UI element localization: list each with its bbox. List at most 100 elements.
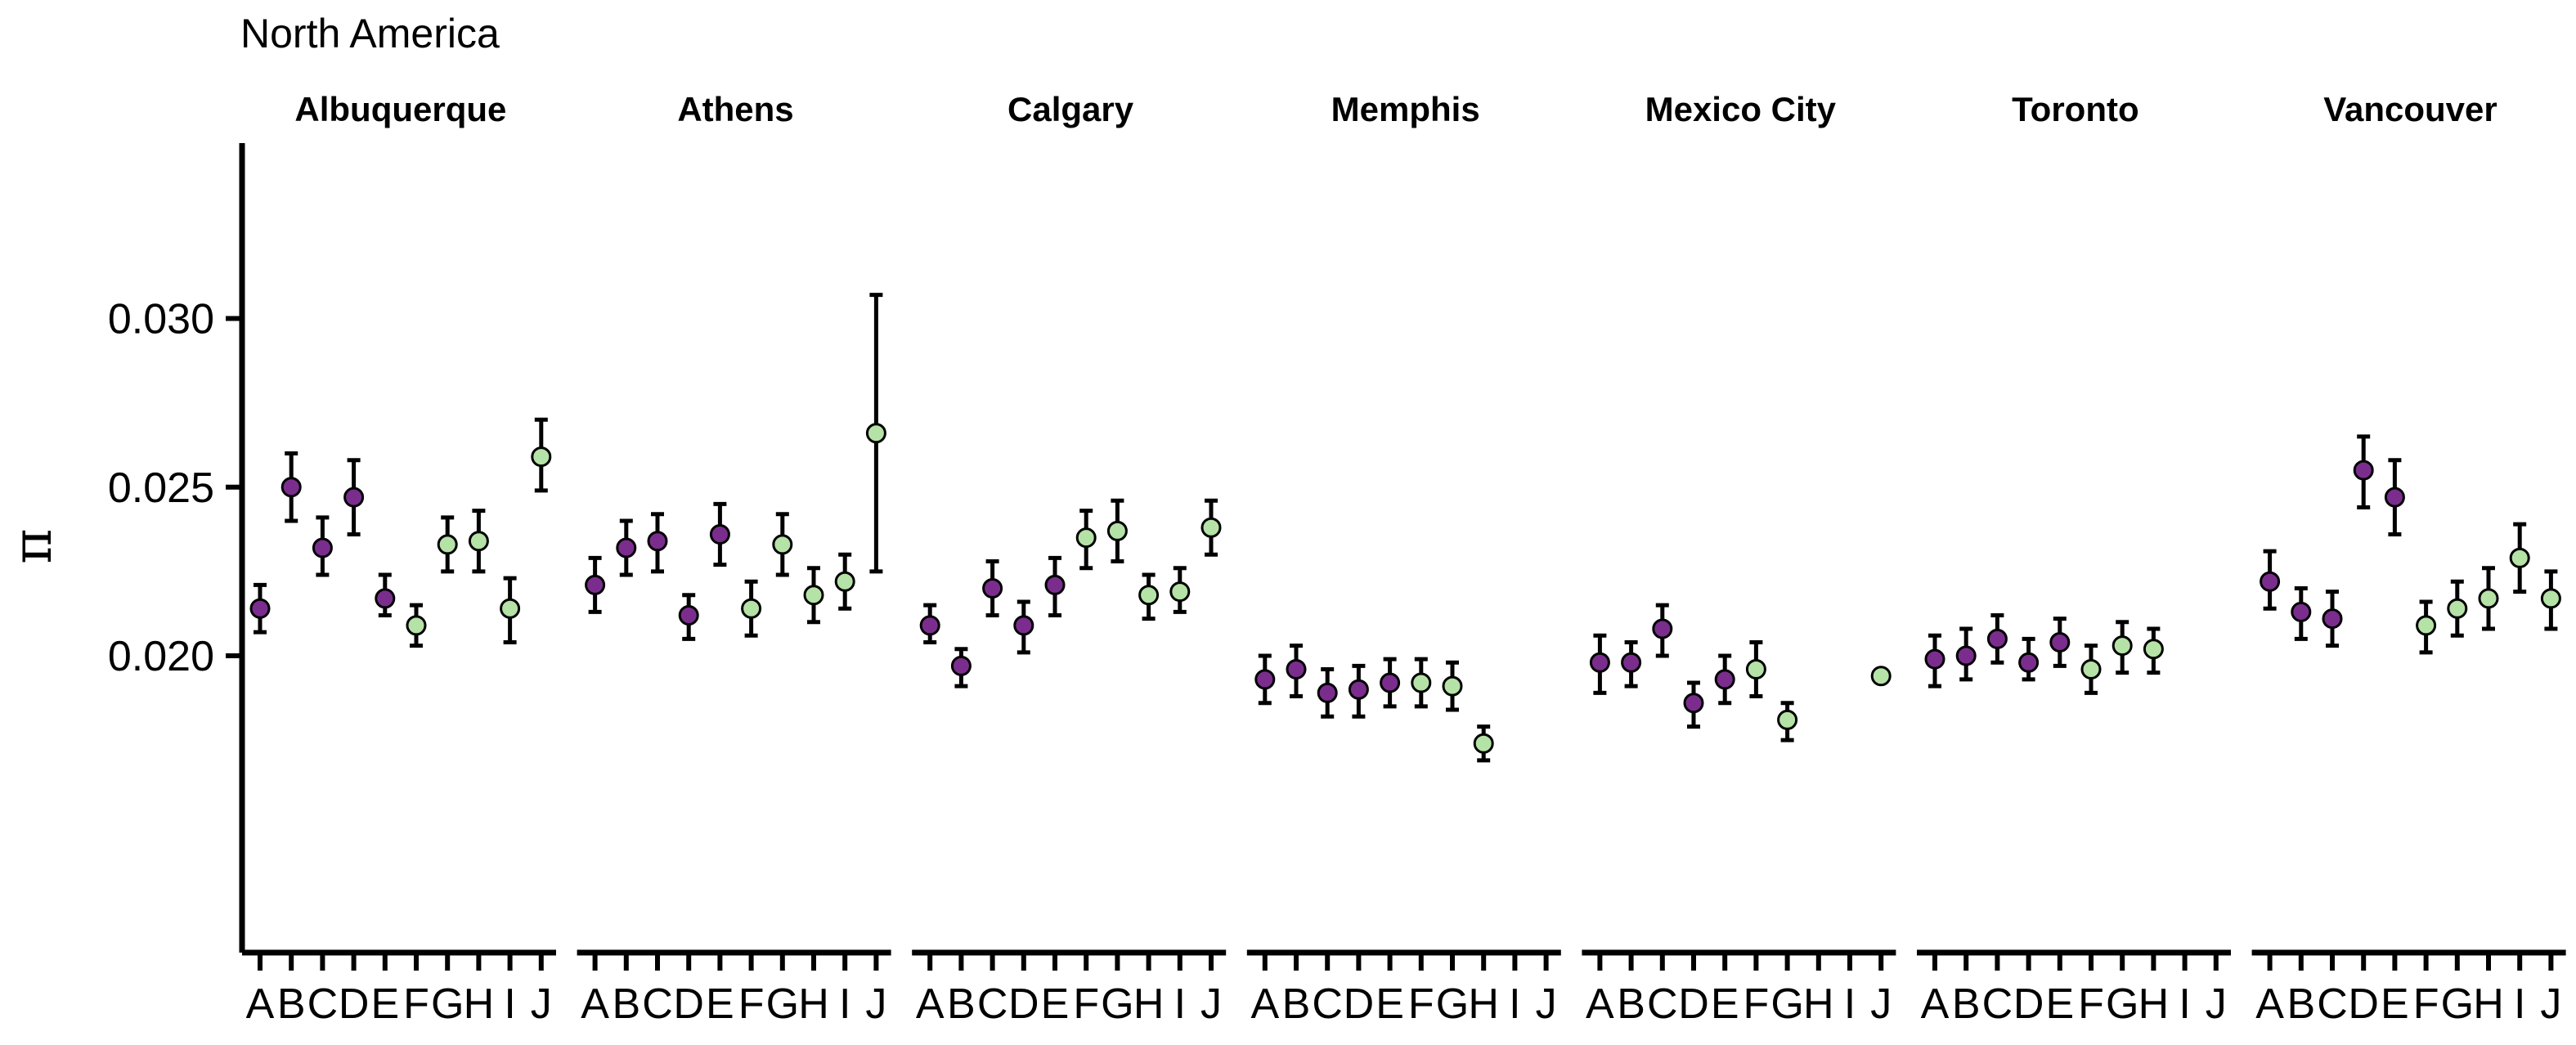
panel-toronto: Toronto A B C D E F G H I J [1917, 90, 2231, 1028]
y-axis: 0.020 0.025 0.030 [108, 143, 245, 953]
x-tick-label: B [1952, 980, 1981, 1028]
data-point [741, 598, 762, 619]
x-tick-label: H [2138, 980, 2170, 1028]
data-point [2509, 547, 2530, 568]
data-point [616, 537, 637, 558]
x-tick-label: I [504, 980, 515, 1028]
x-tick-label: G [2106, 980, 2138, 1028]
x-tick-label: C [1647, 980, 1678, 1028]
x-tick-label: F [403, 980, 429, 1028]
x-tick-label: E [2045, 980, 2074, 1028]
x-tick-label: H [464, 980, 495, 1028]
panel-calgary: Calgary A B C D E F G H I J [912, 90, 1227, 1028]
data-point [1955, 645, 1977, 666]
data-point [2322, 608, 2343, 630]
data-point [950, 655, 972, 676]
data-point [982, 578, 1003, 599]
x-tick-label: J [2540, 980, 2561, 1028]
data-point [772, 534, 793, 555]
x-tick-label: H [2473, 980, 2504, 1028]
x-tick-label: E [370, 980, 399, 1028]
x-tick-label: C [307, 980, 339, 1028]
x-tick-label: B [1282, 980, 1311, 1028]
panel-athens: Athens A B C D E F G H I J [577, 90, 891, 1028]
x-tick-label: E [1376, 980, 1404, 1028]
x-tick-label: I [1509, 980, 1520, 1028]
x-tick-label: G [766, 980, 799, 1028]
data-point [2416, 615, 2437, 636]
data-point [1286, 659, 1307, 679]
data-point [919, 615, 940, 636]
x-tick-label: I [2514, 980, 2525, 1028]
data-point [1254, 669, 1276, 690]
x-tick-label: J [1200, 980, 1222, 1028]
y-tick-label: 0.025 [108, 464, 214, 512]
data-point [2384, 487, 2405, 508]
panel-title: Mexico City [1645, 90, 1837, 128]
x-tick-label: I [1844, 980, 1856, 1028]
data-point [1589, 652, 1610, 673]
x-tick-label: J [531, 980, 552, 1028]
x-tick-label: I [839, 980, 850, 1028]
data-point [2049, 632, 2071, 653]
x-tick-label: H [798, 980, 829, 1028]
data-point [1777, 709, 1798, 730]
x-tick-label: I [2179, 980, 2190, 1028]
y-tick-label: 0.020 [108, 633, 214, 680]
x-tick-label: A [1586, 980, 1614, 1028]
data-point [1986, 628, 2008, 649]
x-tick-label: C [642, 980, 673, 1028]
x-tick-label: J [865, 980, 886, 1028]
data-point [2353, 460, 2374, 481]
data-point [1652, 618, 1673, 639]
data-point [2478, 588, 2499, 609]
x-tick-label: F [2413, 980, 2439, 1028]
data-point [1870, 666, 1892, 687]
x-tick-label: B [277, 980, 306, 1028]
data-point [249, 598, 271, 619]
data-point [585, 574, 606, 595]
x-tick-label: J [2206, 980, 2227, 1028]
data-point [1317, 682, 1338, 703]
data-point [500, 598, 521, 619]
panel-title: Albuquerque [294, 90, 506, 128]
data-point [2260, 571, 2281, 592]
data-point [865, 423, 886, 444]
data-point [280, 477, 302, 498]
data-point [2447, 598, 2468, 619]
y-axis-title: π [1, 528, 64, 563]
x-tick-label: B [947, 980, 976, 1028]
x-tick-label: B [1617, 980, 1645, 1028]
panel-title: Athens [677, 90, 793, 128]
data-point [1473, 733, 1494, 754]
x-tick-label: H [1803, 980, 1834, 1028]
data-point [375, 588, 396, 609]
data-point [1714, 669, 1735, 690]
panel-title: Memphis [1331, 90, 1480, 128]
data-point [2540, 588, 2561, 609]
panel-vancouver: Vancouver A B C D E F G H I J [2251, 90, 2566, 1028]
x-tick-label: H [1133, 980, 1165, 1028]
x-tick-label: C [1312, 980, 1343, 1028]
data-point [1075, 527, 1097, 549]
x-tick-label: G [2441, 980, 2474, 1028]
region-title: North America [240, 11, 500, 56]
x-tick-label: D [1678, 980, 1709, 1028]
x-tick-label: B [2287, 980, 2315, 1028]
panel-mexico-city: Mexico City A B C D E F G H I J [1582, 90, 1896, 1028]
data-point [1348, 679, 1369, 700]
data-point [1745, 659, 1766, 679]
x-tick-label: F [1073, 980, 1099, 1028]
x-tick-label: F [738, 980, 765, 1028]
panel-title: Calgary [1008, 90, 1134, 128]
data-point [1106, 520, 1128, 541]
x-tick-label: D [1008, 980, 1039, 1028]
panel-memphis: Memphis A B C D E F G H I J [1246, 90, 1561, 1028]
data-point [2018, 652, 2040, 673]
data-point [312, 537, 333, 558]
x-tick-label: E [1041, 980, 1070, 1028]
data-point [678, 605, 699, 626]
x-tick-label: J [1536, 980, 1557, 1028]
